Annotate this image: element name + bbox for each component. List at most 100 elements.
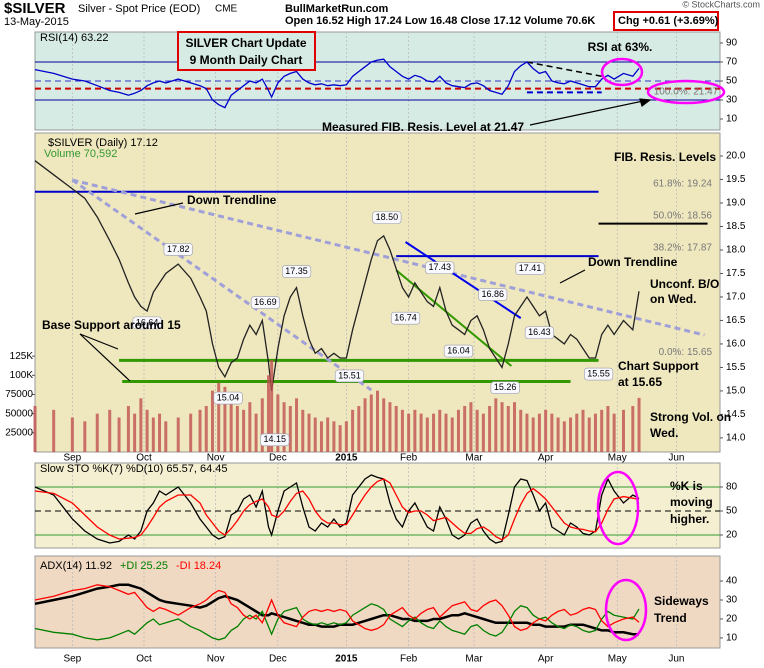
volume-bar: [531, 417, 535, 452]
price-label: 17.35: [285, 266, 308, 276]
volume-bar: [158, 413, 162, 452]
annotation: 100.0%: 21.47: [654, 87, 719, 98]
volume-bar: [450, 417, 454, 452]
arrow: [529, 99, 649, 126]
volume-bar: [419, 413, 423, 452]
volume-bar: [444, 413, 448, 452]
change-box: [613, 11, 719, 31]
volume-bar: [357, 405, 361, 452]
volume-bar: [108, 409, 112, 452]
annotation: Down Trendline: [588, 255, 678, 269]
y-tick-label: 17.5: [726, 268, 746, 279]
arrow: [559, 269, 586, 284]
volume-bar: [319, 421, 323, 452]
volume-bar: [425, 417, 429, 452]
highlight-ellipse: [600, 57, 644, 87]
x-tick-label: Jun: [668, 654, 684, 665]
arrow: [79, 333, 119, 350]
price-label: 16.74: [394, 313, 417, 323]
price-label-box: [250, 296, 280, 309]
x-tick-label: Apr: [538, 654, 554, 665]
volume-bar: [376, 390, 379, 452]
y-tick-label: 80: [726, 482, 738, 493]
legend-label: $SILVER (Daily) 17.12: [48, 137, 158, 149]
annotation: Measured FIB. Resis. Level at 21.47: [322, 120, 524, 134]
series-line: [34, 583, 640, 636]
volume-bar: [276, 394, 280, 452]
volume-bar: [198, 409, 202, 452]
price-label-box: [425, 261, 455, 275]
x-tick-label: May: [608, 453, 627, 464]
price-label: 17.43: [429, 262, 452, 272]
volume-bar: [394, 405, 398, 452]
price-label: 14.15: [263, 434, 286, 444]
price-label: 15.51: [338, 370, 361, 380]
x-tick-label: Dec: [269, 654, 287, 665]
y-tick-label: 17.0: [726, 292, 746, 303]
volume-bar: [282, 402, 286, 452]
y-tick-label: 20.0: [726, 151, 746, 162]
change: Chg +0.61 (+3.69%): [618, 15, 719, 27]
annotation: 9 Month Daily Chart: [190, 53, 303, 67]
price-label-box: [490, 381, 520, 395]
price-label-box: [334, 369, 365, 383]
panel-title: Slow STO %K(7) %D(10) 65.57, 64.45: [40, 463, 228, 475]
series-line: [34, 474, 640, 544]
price-label: 16.86: [481, 289, 504, 299]
price-label: 16.43: [528, 327, 551, 337]
price-label: 16.69: [254, 297, 277, 307]
volume-bar: [139, 398, 143, 452]
volume-bar: [229, 398, 233, 452]
volume-bar: [145, 409, 149, 452]
legend-label: Volume 70,592: [44, 148, 117, 160]
annotation: SILVER Chart Update: [185, 36, 306, 50]
volume-bar: [301, 409, 305, 452]
x-tick-label: Oct: [136, 654, 152, 665]
y-tick-label: 75000: [5, 389, 33, 400]
plot-layer: Sep Sep Oct Oct Nov Nov Dec Dec 2015 2015 Feb Feb Ma…: [5, 32, 746, 665]
volume-bar: [544, 409, 548, 452]
volume-bar: [438, 409, 442, 452]
volume-bar: [562, 421, 566, 452]
volume-bar: [593, 413, 597, 452]
price-label: 17.82: [167, 244, 190, 254]
series-line: [34, 603, 640, 641]
highlight-ellipse: [604, 578, 648, 642]
price-label: 16.04: [447, 345, 470, 355]
volume-bar: [260, 398, 264, 452]
legend-label: +DI 25.25: [120, 560, 168, 572]
highlight-ellipse: [646, 79, 726, 105]
volume-bar: [223, 386, 227, 452]
volume-bar: [351, 409, 355, 452]
y-tick-label: 25000: [5, 427, 33, 438]
volume-bar: [210, 390, 214, 452]
y-tick-label: 19.5: [726, 174, 746, 185]
price-label-box: [132, 316, 162, 330]
volume-bar: [52, 409, 56, 452]
volume-bar: [500, 402, 504, 452]
volume-bar: [463, 405, 467, 452]
trendline: [404, 241, 522, 319]
y-tick-label: 18.0: [726, 245, 746, 256]
x-tick-label: Apr: [538, 453, 554, 464]
y-tick-label: 19.0: [726, 198, 746, 209]
volume-bar: [400, 409, 404, 452]
x-tick-label: Nov: [207, 654, 225, 665]
volume-bar: [631, 405, 635, 452]
volume-bar: [83, 421, 87, 452]
annotation: higher.: [670, 512, 709, 526]
exchange: CME: [215, 4, 238, 15]
subtitle: Silver - Spot Price (EOD): [78, 3, 200, 15]
price-label: 15.55: [587, 368, 610, 378]
y-tick-label: 50: [726, 506, 738, 517]
x-tick-label: Feb: [400, 654, 418, 665]
level-label: 38.2%: 17.87: [653, 243, 712, 254]
volume-bar: [388, 402, 392, 452]
arrow: [79, 333, 131, 382]
volume-bar: [513, 402, 516, 452]
y-tick-label: 15.0: [726, 386, 746, 397]
price-label-box: [524, 326, 554, 340]
price-label-box: [390, 311, 421, 325]
y-tick-label: 15.5: [726, 362, 746, 373]
